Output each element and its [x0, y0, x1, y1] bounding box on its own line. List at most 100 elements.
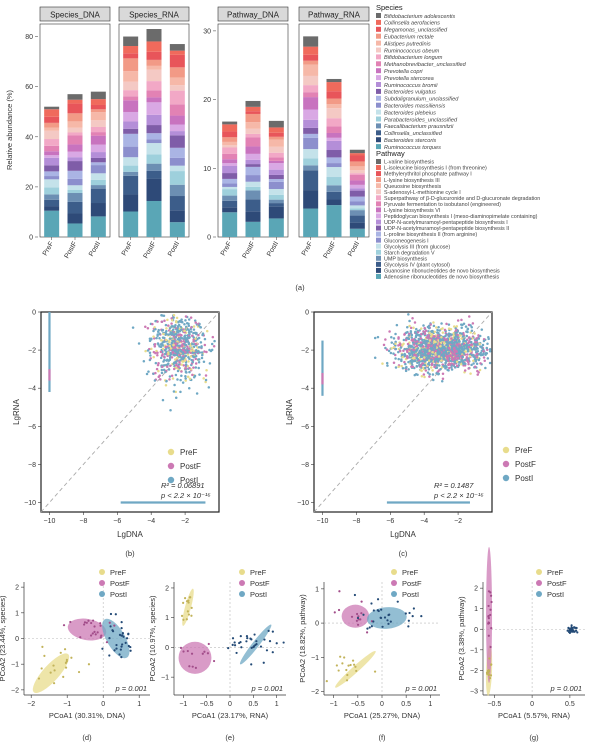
data-point: [460, 323, 463, 326]
data-point: [186, 610, 189, 613]
x-tick-label: PostF: [143, 241, 158, 260]
data-point: [481, 343, 485, 347]
x-tick-label: −4: [420, 518, 428, 525]
data-point: [419, 355, 423, 359]
bar-segment: [169, 124, 185, 132]
data-point: [428, 331, 431, 334]
data-point: [213, 339, 216, 343]
data-point: [184, 343, 188, 347]
y-tick-label: −4: [301, 386, 309, 393]
bar-segment: [349, 222, 365, 229]
y-tick-label: 0: [305, 310, 309, 317]
data-point: [355, 619, 358, 622]
bar-segment: [169, 165, 185, 172]
data-point: [172, 390, 176, 393]
data-point: [89, 634, 93, 637]
legend-pathway-label: Adenosine ribonucleotides de novo biosyn…: [384, 275, 499, 281]
data-point: [231, 637, 235, 640]
data-point: [404, 612, 407, 615]
data-point: [179, 320, 183, 323]
legend-label: PreF: [547, 568, 564, 577]
x-tick-label: −6: [386, 518, 394, 525]
data-point: [184, 319, 187, 322]
bar-segment: [222, 166, 238, 174]
bar-segment: [90, 173, 106, 180]
data-point: [199, 341, 203, 344]
data-point: [354, 665, 357, 668]
legend-species-label: Bacteroides vulgatus: [384, 90, 436, 96]
legend-header-species: Species: [376, 3, 403, 12]
x-tick-label: −8: [352, 518, 360, 525]
bar-segment: [90, 152, 106, 158]
data-point: [191, 373, 194, 377]
data-point: [184, 338, 188, 342]
data-point: [436, 331, 439, 334]
panel-label: (e): [225, 733, 235, 742]
legend-swatch: [376, 26, 381, 32]
data-point: [449, 327, 453, 331]
confidence-ellipse: [366, 607, 407, 629]
data-point: [197, 360, 201, 364]
data-point: [157, 343, 160, 346]
data-point: [156, 363, 160, 367]
data-point: [156, 334, 159, 338]
bar-segment: [245, 106, 261, 112]
y-tick-label: −8: [301, 462, 309, 469]
data-point: [448, 354, 452, 357]
bar-segment: [268, 189, 284, 195]
data-point: [418, 329, 421, 332]
bar-segment: [67, 99, 83, 104]
data-point: [389, 620, 392, 623]
bar-segment: [44, 130, 60, 140]
data-point: [108, 654, 111, 657]
data-point: [464, 350, 467, 354]
data-point: [414, 338, 417, 342]
data-point: [390, 341, 394, 344]
data-point: [484, 366, 487, 370]
data-point: [408, 348, 411, 351]
bar-segment: [326, 126, 342, 133]
data-point: [249, 637, 252, 640]
legend-label: PreF: [180, 448, 197, 457]
data-point: [159, 343, 163, 346]
data-point: [487, 337, 490, 341]
legend-pathway-label: UMP biosynthesis: [384, 256, 427, 262]
data-point: [392, 345, 396, 349]
data-point: [414, 330, 417, 334]
data-point: [100, 634, 103, 637]
data-point: [433, 330, 437, 334]
data-point: [125, 637, 129, 640]
data-point: [410, 336, 413, 339]
data-point: [405, 349, 409, 352]
data-point: [189, 316, 193, 319]
data-point: [404, 338, 408, 342]
data-point: [426, 339, 430, 343]
data-point: [52, 664, 55, 667]
bar-segment: [326, 118, 342, 127]
data-point: [370, 602, 373, 605]
bar-segment: [349, 153, 365, 156]
data-point: [360, 600, 363, 603]
data-point: [349, 663, 352, 667]
data-point: [469, 349, 472, 353]
data-point: [160, 371, 164, 375]
data-point: [62, 675, 65, 678]
panel-c: −10 −8 −6 −4 −2 0 −2 −4 −6 −8 −10 LgDNA LgRNA PreF Pos…: [285, 310, 536, 559]
data-point: [161, 328, 165, 332]
bar-segment: [90, 157, 106, 163]
data-point: [454, 366, 457, 369]
legend-label: PostF: [547, 579, 567, 588]
bar-segment: [245, 211, 261, 222]
data-point: [169, 364, 172, 367]
legend-swatch: [376, 225, 381, 231]
data-point: [424, 369, 428, 372]
legend-pathway-label: L-lysine biosynthesis VI: [384, 208, 440, 214]
data-point: [442, 365, 446, 368]
data-point: [382, 343, 386, 347]
bar-segment: [245, 122, 261, 129]
data-point: [452, 325, 456, 328]
data-point: [184, 363, 188, 366]
data-point: [487, 621, 490, 624]
data-point: [441, 377, 445, 381]
data-point: [210, 348, 214, 352]
